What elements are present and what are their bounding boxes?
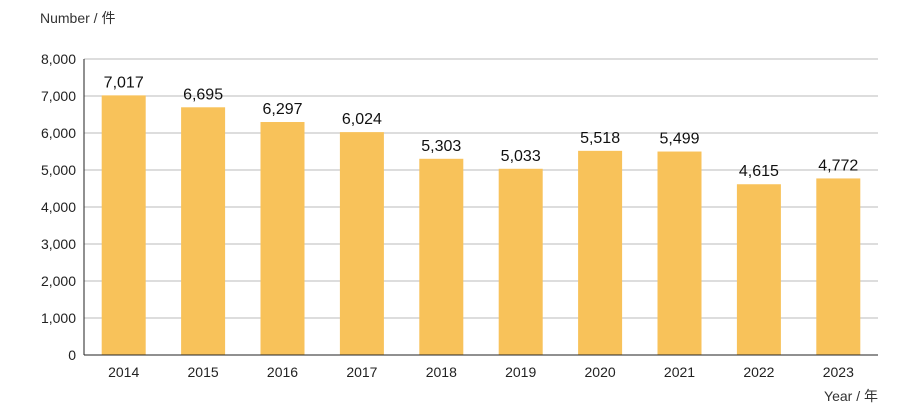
bar-2022 xyxy=(736,184,781,355)
x-tick-label: 2019 xyxy=(505,364,536,380)
value-label: 4,772 xyxy=(818,157,858,174)
bar-2018 xyxy=(419,158,464,355)
value-label: 5,499 xyxy=(659,131,699,148)
value-label: 6,024 xyxy=(342,111,382,128)
bars xyxy=(101,95,861,355)
axes xyxy=(83,59,878,356)
y-axis-title: Number / 件 xyxy=(40,10,116,26)
value-label: 5,303 xyxy=(421,138,461,155)
x-tick-label: 2014 xyxy=(108,364,139,380)
bar-2023 xyxy=(816,178,861,355)
x-axis-title: Year / 年 xyxy=(824,388,878,404)
value-label: 6,695 xyxy=(183,86,223,103)
y-tick-label: 3,000 xyxy=(41,236,76,252)
y-tick-label: 0 xyxy=(68,347,76,363)
bar-2021 xyxy=(657,151,702,355)
x-tick-label: 2022 xyxy=(743,364,774,380)
value-label: 7,017 xyxy=(104,74,144,91)
value-label: 6,297 xyxy=(262,101,302,118)
bar-2015 xyxy=(181,107,226,355)
y-tick-label: 4,000 xyxy=(41,199,76,215)
value-label: 5,518 xyxy=(580,130,620,147)
y-tick-label: 1,000 xyxy=(41,310,76,326)
x-tick-label: 2021 xyxy=(664,364,695,380)
y-tick-label: 6,000 xyxy=(41,125,76,141)
bar-2019 xyxy=(498,168,543,355)
y-axis-ticks: 0 1,000 2,000 3,000 4,000 5,000 6,000 7,000 8,00… xyxy=(41,51,76,363)
value-labels: 7,017 6,695 6,297 6,024 5,303 5,033 5,518 5,499… xyxy=(104,74,859,180)
y-tick-label: 2,000 xyxy=(41,273,76,289)
x-tick-label: 2017 xyxy=(346,364,377,380)
x-tick-label: 2015 xyxy=(188,364,219,380)
x-tick-label: 2016 xyxy=(267,364,298,380)
y-tick-label: 5,000 xyxy=(41,162,76,178)
y-tick-label: 8,000 xyxy=(41,51,76,67)
x-axis-ticks: 2014 2015 2016 2017 2018 2019 2020 2021 2022 2023 xyxy=(108,364,854,380)
bar-2016 xyxy=(260,122,305,355)
bar-2020 xyxy=(578,150,623,355)
x-tick-label: 2018 xyxy=(426,364,457,380)
y-tick-label: 7,000 xyxy=(41,88,76,104)
value-label: 5,033 xyxy=(501,148,541,165)
value-label: 4,615 xyxy=(739,163,779,180)
bar-2014 xyxy=(101,95,146,355)
x-tick-label: 2020 xyxy=(585,364,616,380)
x-tick-label: 2023 xyxy=(823,364,854,380)
bar-2017 xyxy=(339,132,384,355)
